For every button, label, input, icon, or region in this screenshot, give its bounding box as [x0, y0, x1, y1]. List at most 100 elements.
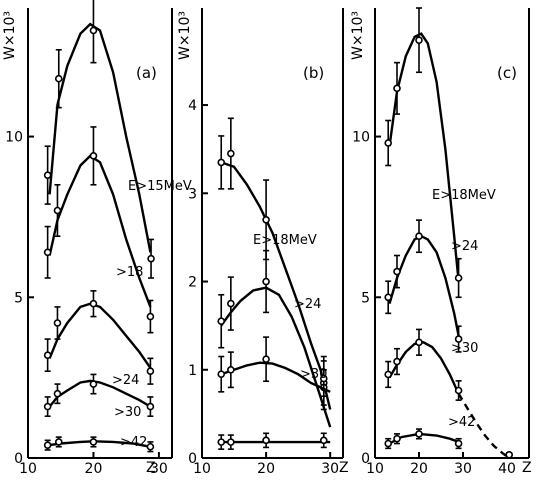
panel-c-data-point — [505, 450, 514, 459]
panel-a-data-point — [43, 402, 52, 411]
panel-c-data-point — [384, 293, 393, 302]
panel-c-y-tick-label: 10 — [352, 130, 370, 146]
panel-c-series-curve — [388, 32, 460, 282]
panel-c-series-label: >30 — [451, 341, 478, 356]
panel-a-y-tick-label: 5 — [14, 290, 23, 306]
panel-c-x-tick-label: 20 — [410, 461, 428, 477]
panel-a-data-point — [89, 26, 98, 35]
panel-c-data-point — [415, 338, 423, 347]
panel-a-data-point — [54, 74, 63, 83]
panel-a-data-point — [54, 438, 63, 446]
panel-a-data-point — [53, 389, 62, 398]
panel-b-series-curve — [220, 161, 332, 410]
panel-c-x-tick-label: 30 — [454, 461, 472, 477]
panel-a-data-point — [89, 438, 98, 446]
panel-b-series-label: E>18MeV — [253, 233, 317, 248]
panel-b-y-tick-label: 0 — [188, 451, 197, 467]
panel-b-y-axis-label: W×10³ — [177, 11, 193, 60]
panel-b-series-label: >30 — [300, 367, 327, 382]
panel-b-data-point — [262, 277, 270, 286]
panel-a-data-point — [89, 299, 98, 308]
panel-a-y-axis-label: W×10³ — [2, 11, 18, 60]
panel-b-x-tick-label: 10 — [193, 461, 211, 477]
panel-c-x-tick-label: 10 — [366, 461, 384, 477]
panel-c-data-point — [454, 386, 463, 395]
panel-b-data-point — [227, 365, 235, 374]
panel-a-series-curve — [48, 22, 152, 253]
panel-b-data-point — [319, 436, 328, 445]
panel-b-y-tick-label: 4 — [188, 98, 197, 114]
panel-c-series-label: >24 — [451, 239, 478, 254]
panel-c-data-point — [454, 274, 463, 282]
panel-a-x-axis-label: Z — [146, 460, 156, 476]
panel-a-data-point — [53, 206, 62, 215]
panel-a-data-point — [43, 351, 52, 359]
panel-b-data-point — [319, 374, 328, 383]
panel-a-series-label: >18 — [116, 265, 143, 280]
panel-c-x-tick-label: 40 — [498, 461, 516, 477]
panel-b-series-curve — [220, 361, 331, 393]
panel-c-data-point — [393, 84, 401, 93]
panel-a-series-curve — [48, 302, 152, 369]
panel-c-label: (c) — [497, 64, 517, 82]
panel-b-label: (b) — [303, 64, 324, 82]
panel-c: (c) W×10³ Z 0 5 10 10 20 30 40 E>18MeV >24 >30 >42 — [350, 7, 532, 477]
panel-c-data-point — [384, 439, 393, 448]
panel-b-series-curve — [220, 286, 332, 428]
panel-b-x-tick-label: 20 — [257, 461, 275, 477]
panel-c-data-point — [393, 267, 401, 276]
panel-a-data-point — [146, 442, 155, 451]
panel-b-data-point — [217, 317, 226, 326]
panel-a-series-label: >42 — [120, 435, 147, 450]
panel-b-y-tick-label: 3 — [188, 186, 197, 202]
panel-a-data-point — [147, 254, 155, 263]
panel-c-data-point — [415, 430, 423, 438]
panel-a-label: (a) — [136, 64, 157, 82]
panel-b: (b) W×10³ Z 0 1 2 3 4 10 20 30 E>18MeV >24 >30 — [177, 8, 349, 477]
panel-b-data-point — [217, 438, 226, 446]
panel-a-series-label: >30 — [114, 405, 141, 420]
panel-c-series-label: E>18MeV — [432, 188, 496, 203]
panel-b-data-point — [262, 436, 270, 445]
panel-b-y-tick-label: 2 — [188, 275, 197, 291]
panel-a-data-point — [43, 171, 52, 179]
panel-c-series-label: >42 — [448, 415, 475, 430]
panel-a-series-label: >24 — [112, 373, 139, 388]
panel-c-y-axis-label: W×10³ — [350, 11, 366, 60]
panel-a-data-point — [89, 152, 98, 160]
panel-c-series-curve — [388, 234, 460, 337]
panel-a-data-point — [146, 367, 155, 376]
panel-c-data-point — [384, 139, 393, 147]
panel-c-series-curve — [388, 341, 460, 395]
panel-a-data-point — [89, 380, 98, 388]
panel-a-x-tick-label: 30 — [150, 461, 168, 477]
panel-c-data-point — [454, 335, 463, 343]
panel-a-data-point — [146, 312, 155, 321]
panel-c-series-curve — [457, 393, 508, 458]
panel-b-data-point — [227, 149, 235, 158]
panel-a-series-label: E>15MeV — [128, 179, 192, 194]
panel-b-x-tick-label: 30 — [321, 461, 339, 477]
panel-c-x-axis-label: Z — [522, 460, 532, 476]
panel-b-data-point — [227, 438, 235, 446]
panel-b-y-tick-label: 1 — [188, 363, 197, 379]
panel-c-data-point — [454, 439, 463, 448]
panel-a-y-tick-label: 0 — [14, 451, 23, 467]
panel-a-data-point — [146, 402, 155, 411]
panel-a-x-tick-label: 20 — [85, 461, 103, 477]
panel-a: (a) W×10³ Z 0 5 10 10 20 30 E>15MeV >18 >24 >30 >4… — [2, 0, 192, 477]
panel-b-data-point — [217, 370, 226, 378]
panel-b-data-point — [262, 355, 270, 363]
panel-b-data-point — [262, 215, 270, 224]
panel-b-x-axis-label: Z — [339, 460, 349, 476]
panel-c-y-tick-label: 0 — [361, 451, 370, 467]
panel-c-data-point — [415, 36, 423, 44]
panel-c-y-tick-label: 5 — [361, 290, 370, 306]
panel-a-data-point — [53, 319, 62, 327]
panel-b-data-point — [217, 158, 226, 167]
panel-a-data-point — [43, 441, 52, 449]
panel-a-y-tick-label: 10 — [5, 130, 23, 146]
panel-b-data-point — [227, 299, 235, 308]
panel-a-data-point — [43, 248, 52, 257]
